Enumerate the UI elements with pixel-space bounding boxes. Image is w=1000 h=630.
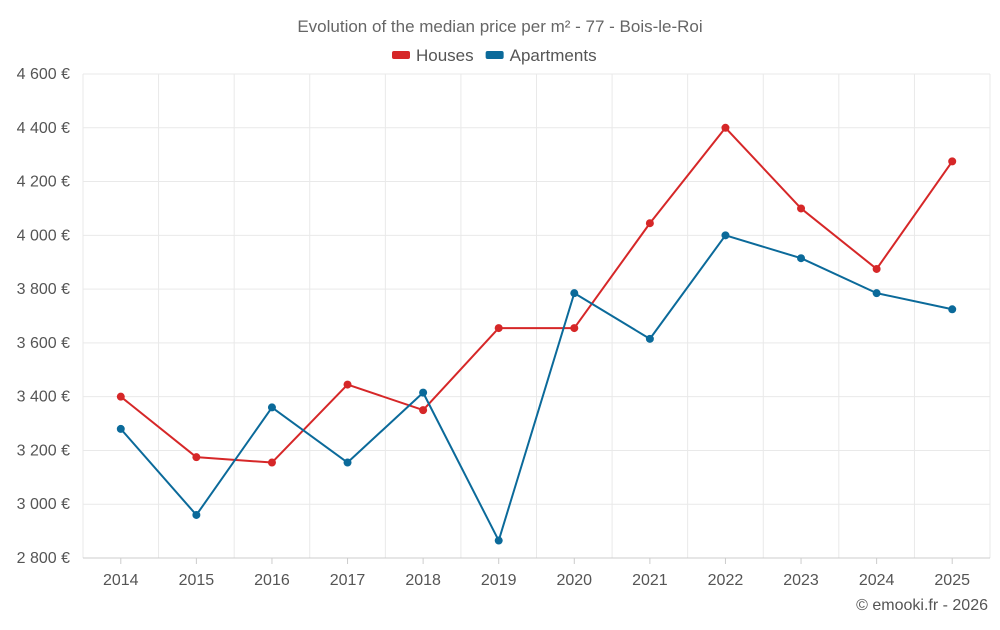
y-tick-label: 3 200 € (17, 442, 70, 459)
x-tick-label: 2016 (254, 572, 290, 589)
data-point-houses (721, 123, 730, 132)
data-point-apartments (721, 231, 730, 240)
y-tick-label: 3 800 € (17, 281, 70, 298)
data-point-apartments (645, 334, 654, 343)
data-point-apartments (192, 510, 201, 519)
data-point-houses (192, 453, 201, 462)
data-point-houses (116, 392, 125, 401)
series-layer (116, 123, 957, 545)
x-tick-label: 2019 (481, 572, 517, 589)
data-point-apartments (267, 403, 276, 412)
data-point-apartments (116, 424, 125, 433)
x-tick-label: 2022 (708, 572, 744, 589)
credit-label: © emooki.fr - 2026 (856, 597, 988, 614)
x-tick-label: 2014 (103, 572, 139, 589)
data-point-houses (419, 406, 428, 415)
y-tick-label: 3 600 € (17, 335, 70, 352)
y-tick-label: 3 400 € (17, 389, 70, 406)
x-tick-label: 2015 (179, 572, 215, 589)
data-point-apartments (343, 458, 352, 467)
legend-swatch-apartments (485, 51, 504, 59)
axes: 2 800 € 3 000 € 3 200 € 3 400 € 3 600 € 3 800… (17, 66, 990, 589)
data-point-houses (872, 264, 881, 273)
x-tick-label: 2018 (405, 572, 441, 589)
series-line-apartments (120, 234, 953, 542)
legend-swatch-houses (392, 51, 410, 59)
y-tick-label: 4 400 € (17, 120, 70, 137)
data-point-apartments (570, 289, 579, 298)
data-point-apartments (419, 388, 428, 397)
y-tick-label: 2 800 € (17, 550, 70, 567)
legend-label: Apartments (510, 46, 597, 65)
x-tick-label: 2023 (783, 572, 819, 589)
data-point-houses (267, 458, 276, 467)
legend-label: Houses (416, 46, 474, 65)
data-point-houses (494, 324, 503, 333)
y-tick-label: 4 600 € (17, 66, 70, 83)
data-point-apartments (797, 254, 806, 263)
legend: Houses Apartments (392, 46, 597, 65)
data-point-houses (948, 157, 957, 166)
y-tick-label: 4 200 € (17, 174, 70, 191)
x-tick-label: 2017 (330, 572, 366, 589)
legend-item-apartments: Apartments (485, 46, 597, 65)
x-tick-label: 2020 (556, 572, 592, 589)
grid (82, 73, 991, 559)
legend-item-houses: Houses (392, 46, 474, 65)
data-point-apartments (494, 536, 503, 545)
y-tick-label: 4 000 € (17, 227, 70, 244)
data-point-houses (570, 324, 579, 333)
data-point-apartments (948, 305, 957, 314)
data-point-houses (797, 204, 806, 213)
data-point-houses (343, 380, 352, 389)
y-tick-label: 3 000 € (17, 496, 70, 513)
x-tick-label: 2024 (859, 572, 895, 589)
chart-title: Evolution of the median price per m² - 7… (297, 17, 702, 36)
data-point-apartments (872, 289, 881, 298)
x-tick-label: 2021 (632, 572, 668, 589)
data-point-houses (645, 219, 654, 228)
x-tick-label: 2025 (934, 572, 970, 589)
series-line-houses (120, 126, 954, 464)
